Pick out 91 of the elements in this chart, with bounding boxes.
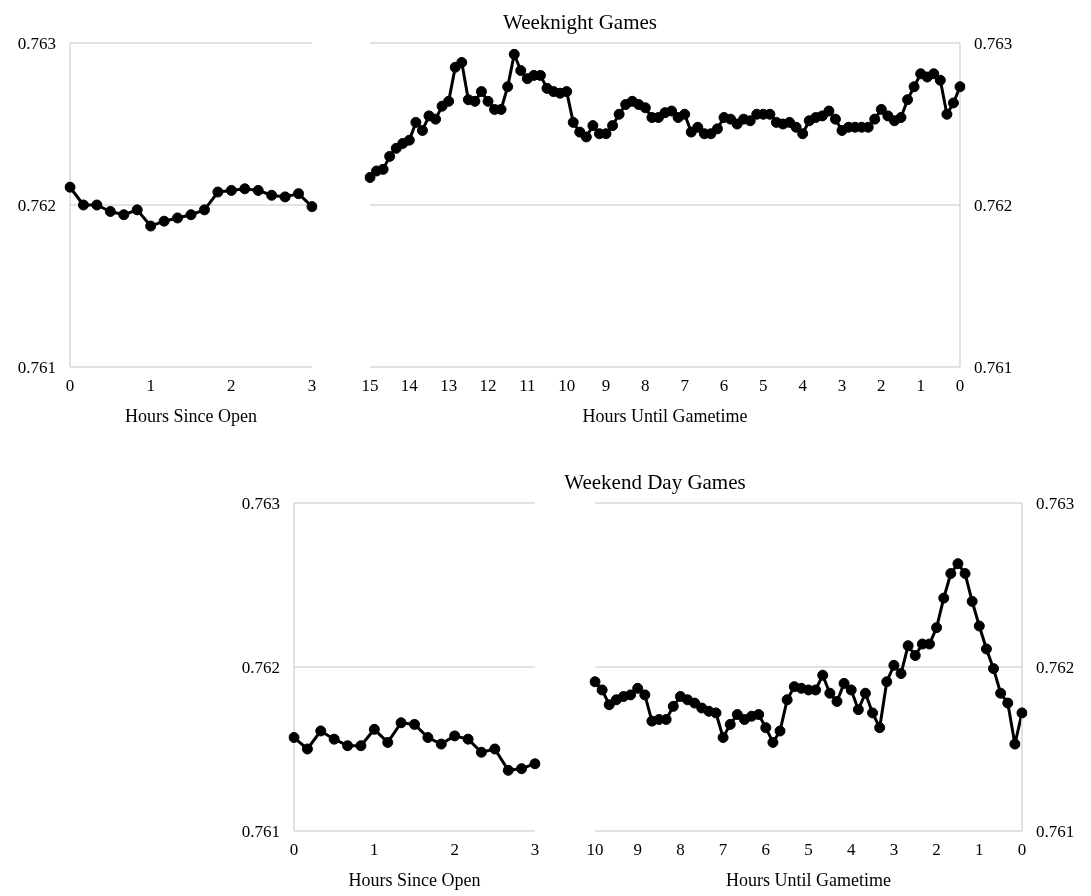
x-tick-label: 3	[837, 376, 847, 396]
point	[422, 732, 434, 744]
x-tick-label: 3	[307, 376, 317, 396]
point	[475, 746, 487, 758]
x-tick-label: 3	[530, 840, 540, 860]
point	[293, 188, 305, 200]
point	[342, 740, 354, 752]
x-tick-label: 0	[1017, 840, 1027, 860]
point	[172, 212, 184, 224]
point	[382, 736, 394, 748]
point	[462, 733, 474, 745]
x-tick-label: 1	[975, 840, 984, 860]
point	[502, 764, 514, 776]
x-axis-title: Hours Until Gametime	[582, 406, 748, 426]
x-tick-label: 6	[761, 840, 771, 860]
point	[529, 758, 541, 770]
x-axis-title: Hours Since Open	[348, 870, 481, 890]
y-tick-label: 0.761	[17, 358, 56, 378]
x-tick-label: 13	[440, 376, 458, 396]
point	[131, 204, 143, 216]
point	[288, 732, 300, 744]
point	[409, 718, 420, 730]
x-tick-label: 9	[601, 376, 611, 396]
point	[145, 220, 157, 232]
point	[328, 733, 340, 745]
x-tick-label: 4	[846, 840, 856, 860]
point	[64, 181, 76, 193]
x-tick-label: 2	[932, 840, 941, 860]
y-tick-label: 0.763	[241, 494, 280, 514]
y2-tick-label: 0.762	[1036, 658, 1075, 678]
x-axis-title: Hours Since Open	[125, 406, 257, 426]
point	[368, 723, 380, 735]
y2-tick-label: 0.761	[974, 358, 1013, 378]
x-tick-label: 11	[519, 376, 536, 396]
x-axis-title: Hours Until Gametime	[726, 870, 891, 890]
x-tick-label: 0	[289, 840, 299, 860]
point	[449, 730, 461, 742]
x-tick-label: 9	[633, 840, 642, 860]
point	[355, 740, 367, 752]
point	[104, 205, 116, 217]
point	[395, 717, 407, 729]
x-tick-label: 12	[479, 376, 497, 396]
y2-tick-label: 0.763	[974, 34, 1013, 54]
x-tick-label: 1	[916, 376, 925, 396]
x-tick-label: 0	[65, 376, 75, 396]
chart-title: Weekend Day Games	[564, 470, 746, 495]
point	[158, 215, 170, 227]
x-tick-label: 7	[718, 840, 728, 860]
x-tick-label: 2	[450, 840, 459, 860]
point	[489, 743, 501, 755]
x-tick-label: 15	[361, 376, 379, 396]
y-tick-label: 0.762	[17, 196, 56, 216]
y-tick-label: 0.763	[17, 34, 56, 54]
y-tick-label: 0.762	[241, 658, 280, 678]
x-tick-label: 10	[586, 840, 604, 860]
point	[185, 209, 197, 221]
point	[301, 743, 313, 755]
point	[91, 199, 103, 211]
x-tick-label: 6	[719, 376, 729, 396]
point	[198, 204, 210, 216]
chart-title: Weeknight Games	[502, 10, 658, 35]
x-tick-label: 8	[641, 376, 650, 396]
x-tick-label: 2	[877, 376, 886, 396]
x-tick-label: 8	[676, 840, 685, 860]
point	[315, 725, 327, 737]
point	[239, 183, 251, 195]
x-tick-label: 5	[804, 840, 813, 860]
x-tick-label: 5	[759, 376, 768, 396]
point	[435, 738, 447, 750]
x-tick-label: 7	[680, 376, 690, 396]
y-tick-label: 0.761	[241, 822, 280, 842]
x-tick-label: 3	[889, 840, 899, 860]
point	[306, 201, 318, 213]
x-tick-label: 2	[227, 376, 236, 396]
point	[225, 184, 237, 196]
point	[279, 191, 291, 203]
x-tick-label: 1	[370, 840, 379, 860]
point	[516, 763, 528, 775]
y2-tick-label: 0.761	[1036, 822, 1075, 842]
x-tick-label: 1	[146, 376, 155, 396]
point	[252, 184, 264, 196]
y2-tick-label: 0.762	[974, 196, 1013, 216]
point	[118, 209, 130, 221]
point	[212, 186, 224, 198]
point	[266, 189, 278, 201]
x-tick-label: 10	[558, 376, 576, 396]
x-tick-label: 14	[400, 376, 419, 396]
y2-tick-label: 0.763	[1036, 494, 1075, 514]
point	[77, 199, 89, 211]
x-tick-label: 4	[798, 376, 808, 396]
x-tick-label: 0	[955, 376, 965, 396]
